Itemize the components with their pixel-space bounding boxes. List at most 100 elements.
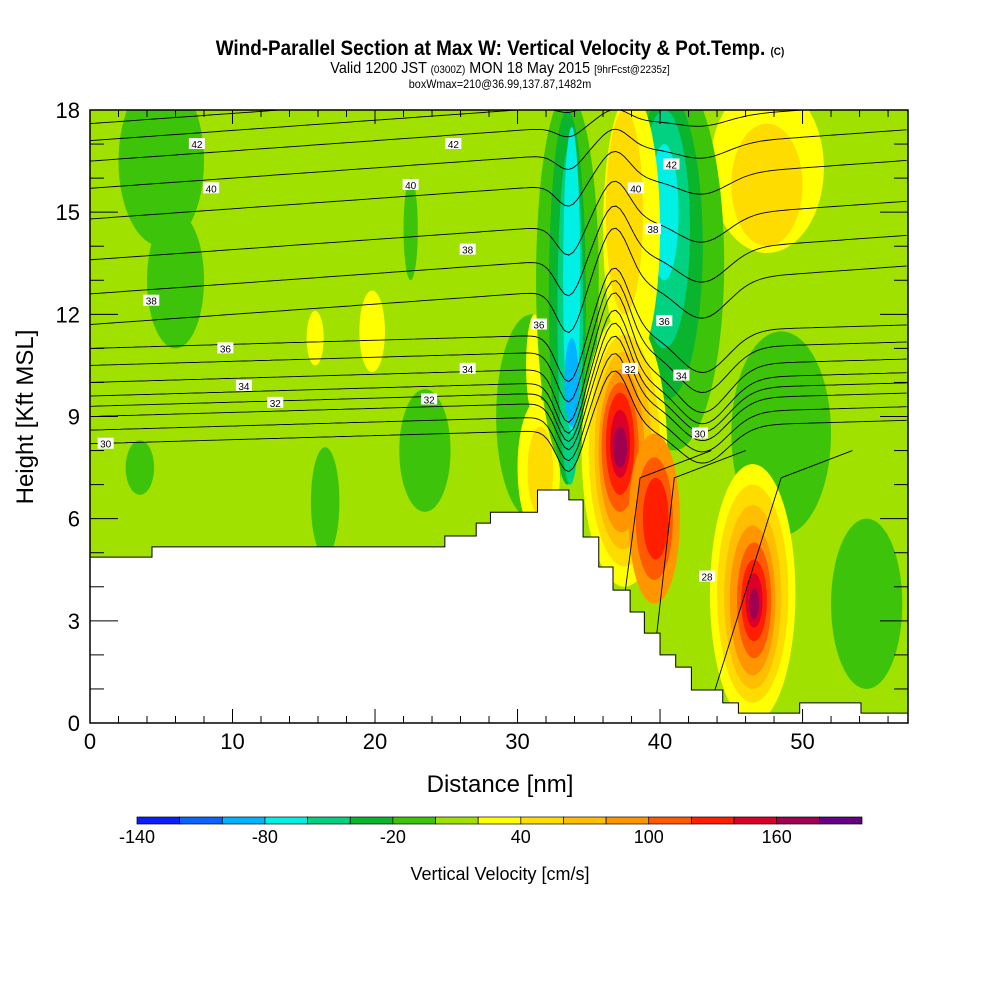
theta-contour-line — [90, 292, 907, 423]
contour-label-bg — [699, 570, 716, 582]
contour-label-bg — [530, 318, 547, 330]
contour-label-bg — [445, 138, 462, 150]
contour-label: 40 — [402, 178, 419, 192]
theta-contour-line — [90, 309, 907, 434]
w-cell — [125, 440, 155, 495]
w-cell — [642, 477, 669, 560]
theta-contour-line — [90, 227, 907, 334]
contour-label-bg — [691, 427, 708, 439]
title-text: Wind-Parallel Section at Max W: Vertical… — [215, 37, 766, 60]
w-cell — [749, 588, 760, 620]
forecast-info: [9hrFcst@2235z] — [594, 64, 670, 76]
y-tick-label: 6 — [68, 507, 80, 532]
contour-label-text: 32 — [424, 395, 436, 406]
colorbar-swatch — [605, 816, 650, 825]
contour-label-text: 30 — [694, 430, 706, 441]
colorbar-tick-label: -80 — [252, 827, 278, 847]
w-cell — [564, 338, 579, 427]
theta-contours — [90, 110, 907, 707]
colorbar-swatch — [477, 816, 522, 825]
w-cell — [831, 518, 903, 689]
colorbar-swatch — [819, 816, 863, 825]
contour-label: 32 — [622, 362, 639, 376]
contour-label-bg — [663, 158, 680, 170]
contour-label: 42 — [663, 158, 680, 171]
y-axis-label: Height [Kft MSL] — [12, 330, 39, 505]
colorbar-label: Vertical Velocity [cm/s] — [410, 864, 589, 884]
contour-label: 42 — [188, 138, 205, 151]
x-tick-label: 40 — [648, 729, 672, 754]
colorbar-swatch — [691, 816, 735, 825]
theta-contour-line — [709, 450, 853, 707]
contour-label: 38 — [143, 294, 160, 308]
colorbar-tick-label: -140 — [119, 827, 155, 847]
colorbar-swatch — [648, 816, 692, 825]
valid-time: Valid 1200 JST (0300Z) MON 18 May 2015 [… — [50, 60, 950, 78]
valid-prefix: Valid 1200 JST — [330, 60, 427, 77]
contour-label-text: 36 — [659, 317, 671, 328]
terrain — [89, 489, 909, 724]
box-info: boxWmax=210@36.99,137.87,1482m — [408, 77, 592, 91]
colorbar-swatch — [179, 816, 223, 825]
colorbar-tick-label: -20 — [380, 827, 406, 847]
y-tick-label: 12 — [56, 302, 80, 327]
contour-label-bg — [203, 182, 220, 194]
contour-label-bg — [459, 243, 476, 255]
colorbar-tick-label: 160 — [762, 827, 792, 847]
colorbar-swatch — [733, 816, 778, 825]
w-cell — [310, 447, 340, 557]
contour-label-bg — [459, 362, 476, 374]
theta-contour-line — [90, 110, 579, 142]
contour-label-text: 34 — [462, 365, 474, 376]
colorbar-swatch — [221, 816, 266, 825]
contour-label-bg — [143, 294, 160, 306]
contour-label: 38 — [644, 223, 661, 236]
contour-label-bg — [402, 178, 419, 190]
contour-label-text: 42 — [191, 140, 203, 151]
contour-label: 42 — [445, 138, 462, 151]
colorbar-swatch — [264, 816, 308, 825]
w-cell — [359, 290, 385, 373]
contour-label: 40 — [203, 182, 220, 195]
theta-contour-line — [90, 110, 809, 162]
theta-contour-line — [90, 110, 286, 125]
w-cell — [403, 178, 418, 281]
contour-label-bg — [673, 369, 690, 381]
contour-label-text: 42 — [666, 160, 678, 171]
theta-contour-line — [90, 322, 907, 443]
contour-label: 34 — [235, 379, 252, 393]
colorbar-swatch — [136, 816, 180, 825]
y-tick-label: 18 — [56, 98, 80, 123]
theta-contour-line — [90, 151, 907, 220]
theta-contour-line — [90, 280, 907, 403]
theta-contour-line — [90, 128, 907, 189]
contour-label-bg — [217, 342, 234, 354]
terrain-mask — [89, 489, 909, 724]
theta-contour-line — [90, 370, 907, 473]
contour-label-bg — [97, 437, 114, 449]
contour-label-text: 36 — [220, 344, 232, 355]
contour-label-text: 40 — [630, 184, 642, 195]
w-cell — [306, 310, 324, 366]
contour-label-text: 40 — [405, 181, 417, 192]
x-axis-label: Distance [nm] — [427, 771, 574, 798]
x-tick-label: 20 — [363, 729, 387, 754]
w-cell — [147, 212, 205, 349]
contour-label-text: 34 — [238, 382, 250, 393]
contour-label-bg — [267, 396, 284, 408]
theta-contour-line — [90, 205, 907, 297]
contour-label: 36 — [656, 315, 673, 328]
contour-label-text: 32 — [625, 365, 637, 376]
contour-label-text: 40 — [206, 184, 218, 195]
colorbar-tick-label: 100 — [634, 827, 664, 847]
contour-label: 32 — [267, 396, 284, 410]
contour-label: 38 — [459, 243, 476, 257]
colorbar-swatch — [776, 816, 820, 825]
colorbar-swatch — [563, 816, 607, 825]
contour-label-text: 34 — [676, 372, 688, 383]
contour-label-text: 28 — [702, 573, 714, 584]
contour-label-text: 42 — [448, 140, 460, 151]
y-tick-label: 15 — [56, 200, 80, 225]
